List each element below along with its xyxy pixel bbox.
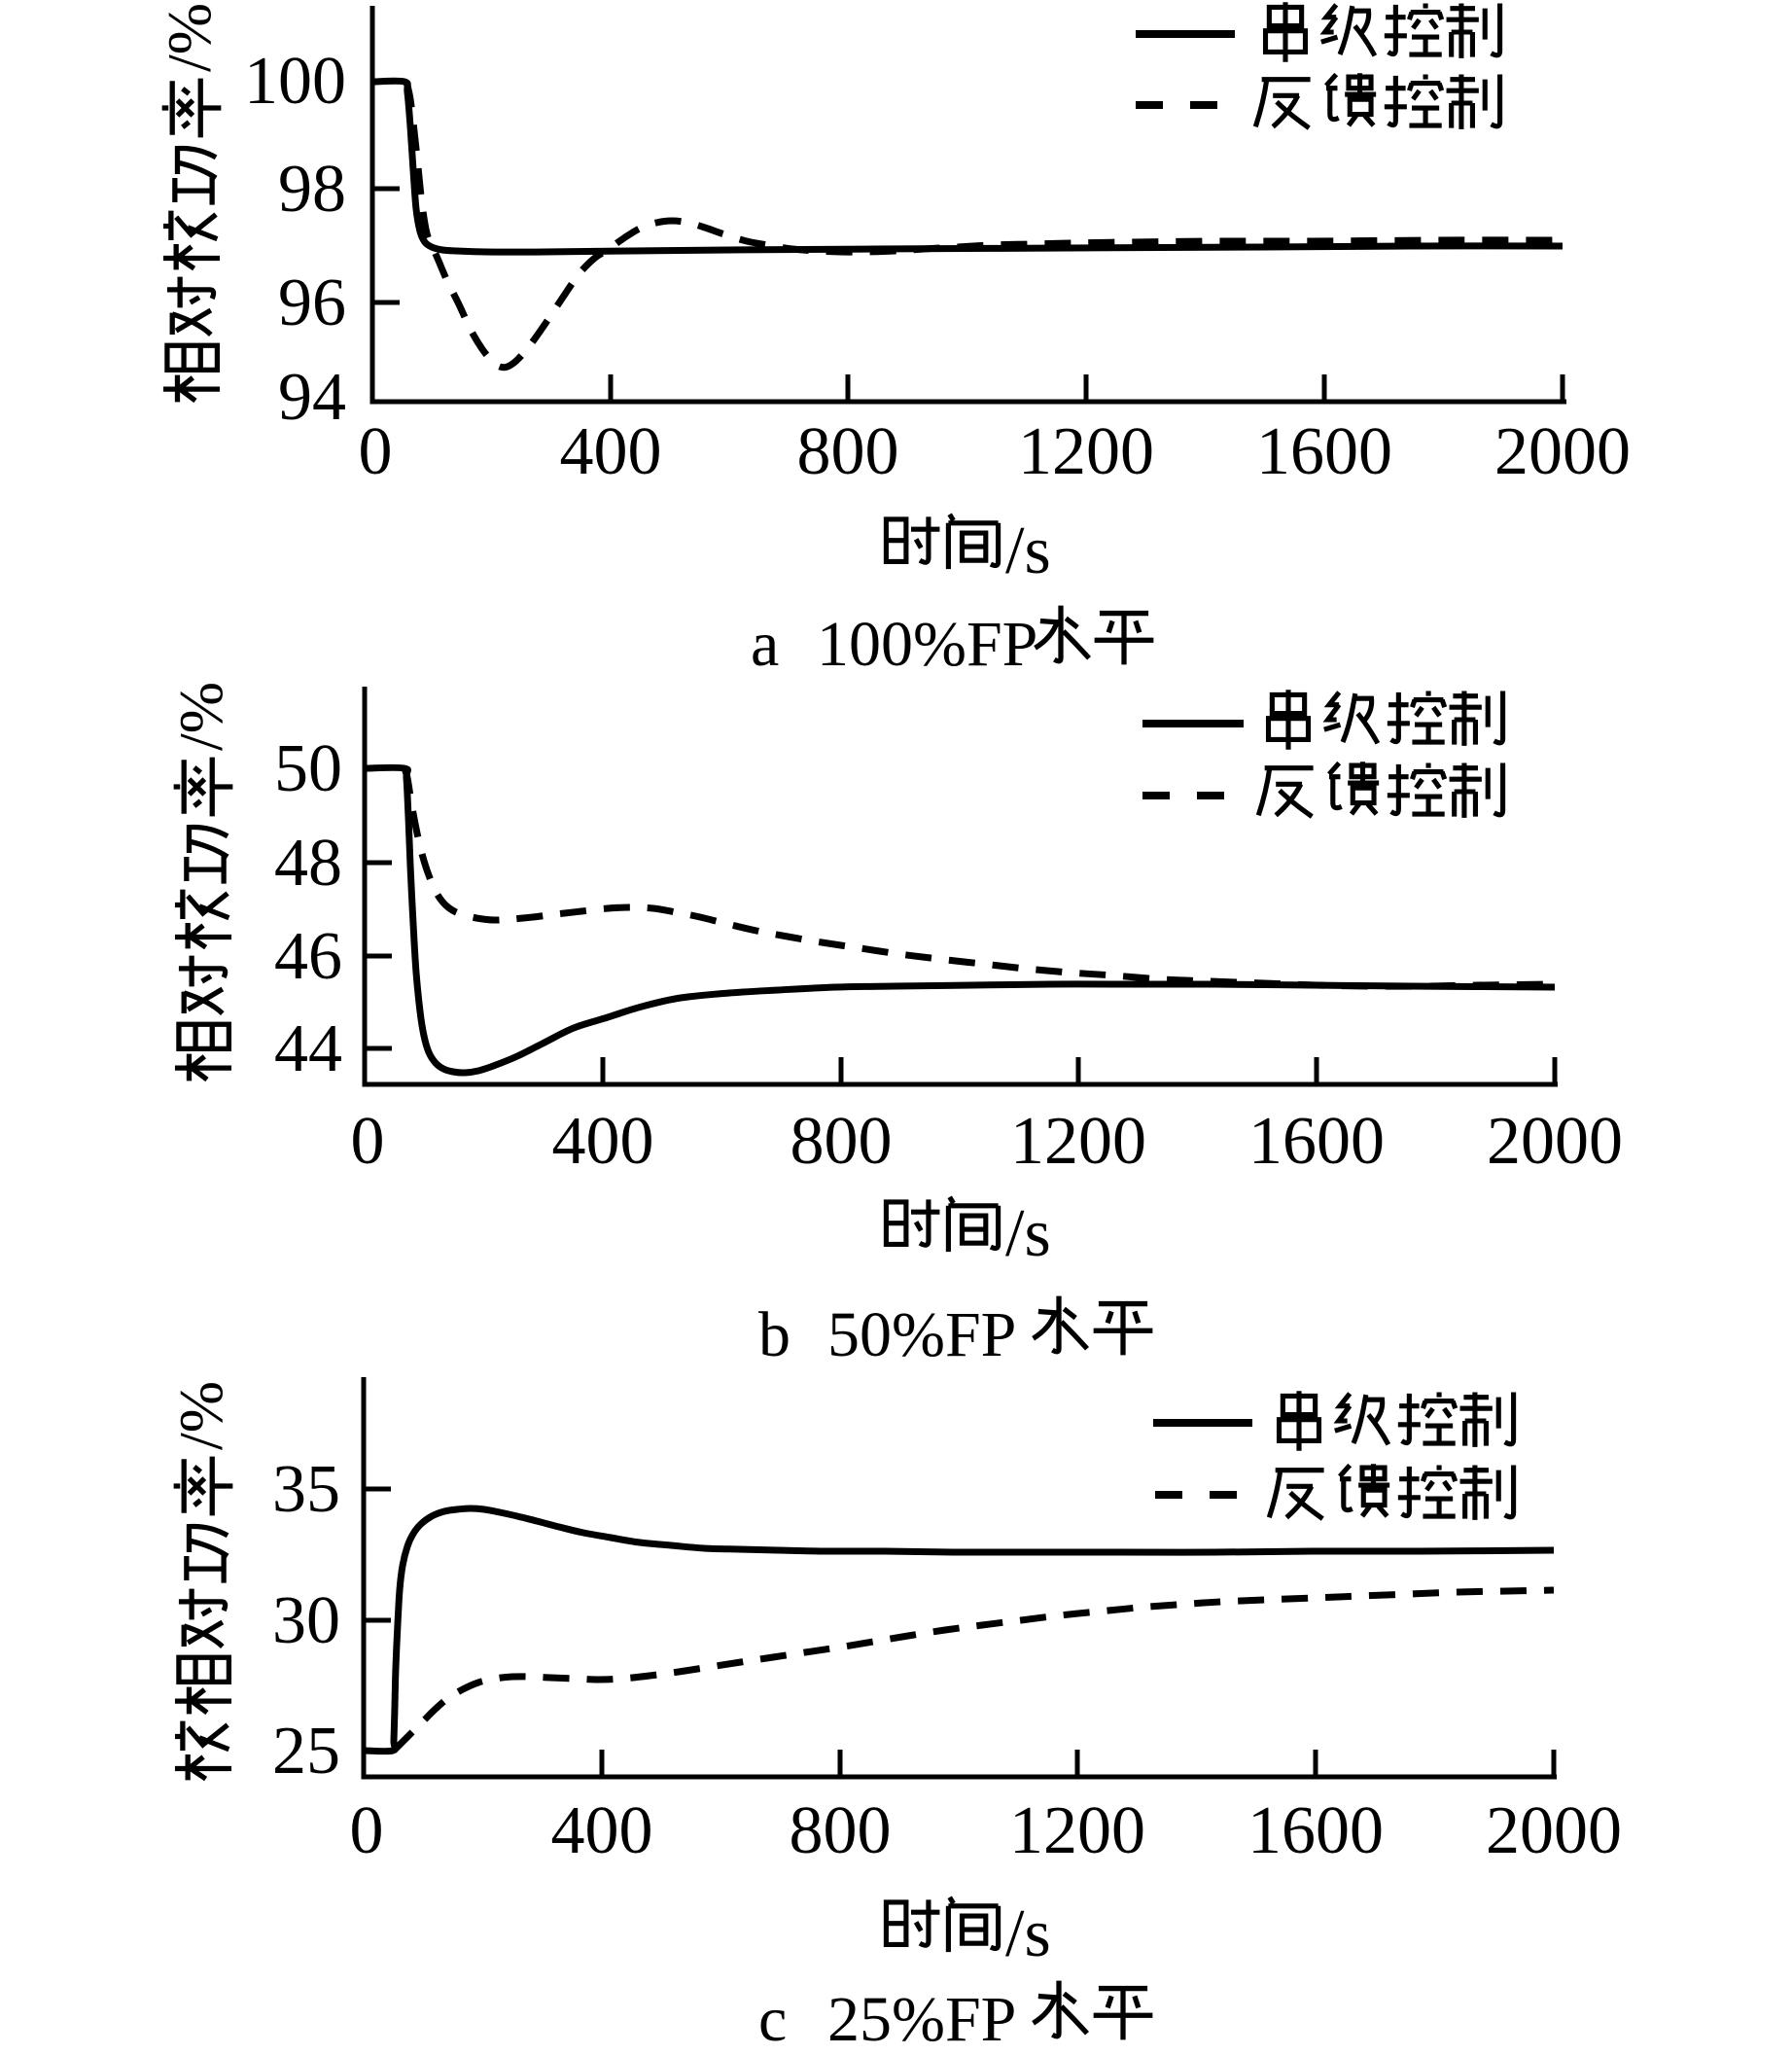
svg-text:1600: 1600 <box>1256 414 1392 489</box>
svg-text:100: 100 <box>244 44 346 119</box>
svg-text:/s: /s <box>1005 1196 1051 1271</box>
svg-text:1200: 1200 <box>1009 1793 1145 1868</box>
svg-text:800: 800 <box>791 1104 893 1179</box>
svg-text:800: 800 <box>797 414 899 489</box>
svg-text:2000: 2000 <box>1494 414 1631 489</box>
svg-text:400: 400 <box>551 1793 653 1868</box>
svg-text:50: 50 <box>274 731 342 806</box>
svg-text:a: a <box>751 609 779 680</box>
svg-text:/s: /s <box>1005 514 1051 588</box>
svg-text:96: 96 <box>278 266 346 340</box>
svg-text:/s: /s <box>1005 1896 1051 1971</box>
svg-text:b: b <box>758 1299 791 1370</box>
svg-text:1200: 1200 <box>1010 1104 1146 1179</box>
svg-text:400: 400 <box>552 1104 654 1179</box>
svg-text:c: c <box>758 1984 787 2055</box>
svg-text:1600: 1600 <box>1247 1793 1384 1868</box>
svg-text:25: 25 <box>272 1714 340 1789</box>
svg-text:400: 400 <box>560 414 662 489</box>
svg-text:0: 0 <box>359 414 393 489</box>
svg-text:1200: 1200 <box>1018 414 1154 489</box>
svg-text:46: 46 <box>274 919 342 994</box>
svg-text:0: 0 <box>351 1104 385 1179</box>
svg-text:100%FP: 100%FP <box>817 609 1037 680</box>
svg-text:48: 48 <box>274 826 342 901</box>
svg-text:2000: 2000 <box>1487 1104 1623 1179</box>
svg-text:/%: /% <box>166 1381 235 1450</box>
svg-text:25%FP: 25%FP <box>827 1984 1016 2055</box>
svg-text:800: 800 <box>790 1793 892 1868</box>
svg-text:94: 94 <box>278 360 346 435</box>
svg-text:35: 35 <box>272 1452 340 1527</box>
svg-text:1600: 1600 <box>1248 1104 1385 1179</box>
svg-text:0: 0 <box>350 1793 384 1868</box>
svg-text:50%FP: 50%FP <box>827 1299 1016 1370</box>
svg-text:98: 98 <box>278 152 346 227</box>
svg-text:/%: /% <box>166 682 235 751</box>
svg-text:44: 44 <box>274 1011 342 1086</box>
svg-text:/%: /% <box>155 3 224 72</box>
svg-text:30: 30 <box>272 1583 340 1658</box>
svg-text:2000: 2000 <box>1486 1793 1622 1868</box>
